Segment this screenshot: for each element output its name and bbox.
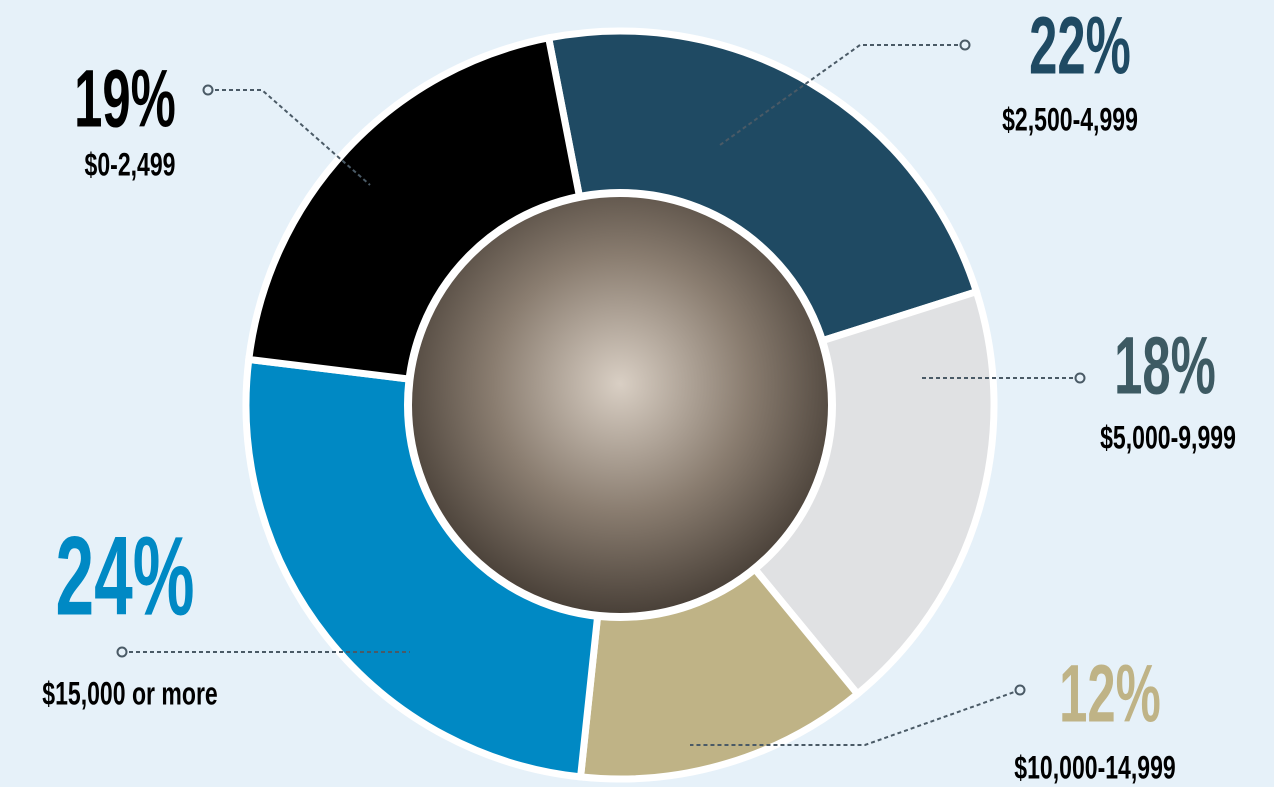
leader-line <box>208 89 371 186</box>
percent-label: 24% <box>56 514 195 639</box>
leader-dot <box>1014 684 1026 696</box>
leader-dot <box>959 39 971 51</box>
leader-line <box>690 689 1021 746</box>
leader-dot <box>202 84 214 96</box>
percent-label: 22% <box>1029 0 1131 91</box>
leader-line <box>719 44 965 146</box>
center-photo <box>404 189 836 621</box>
percent-label: 19% <box>74 53 176 144</box>
percent-label: 18% <box>1114 320 1216 411</box>
category-label: $5,000-9,999 <box>1100 420 1236 456</box>
category-label: $15,000 or more <box>42 676 217 712</box>
category-label: $2,500-4,999 <box>1002 102 1138 138</box>
leader-dot <box>1074 372 1086 384</box>
category-label: $10,000-14,999 <box>1014 750 1175 786</box>
percent-label: 12% <box>1059 648 1161 739</box>
category-label: $0-2,499 <box>85 147 176 183</box>
leader-dot <box>116 646 128 658</box>
